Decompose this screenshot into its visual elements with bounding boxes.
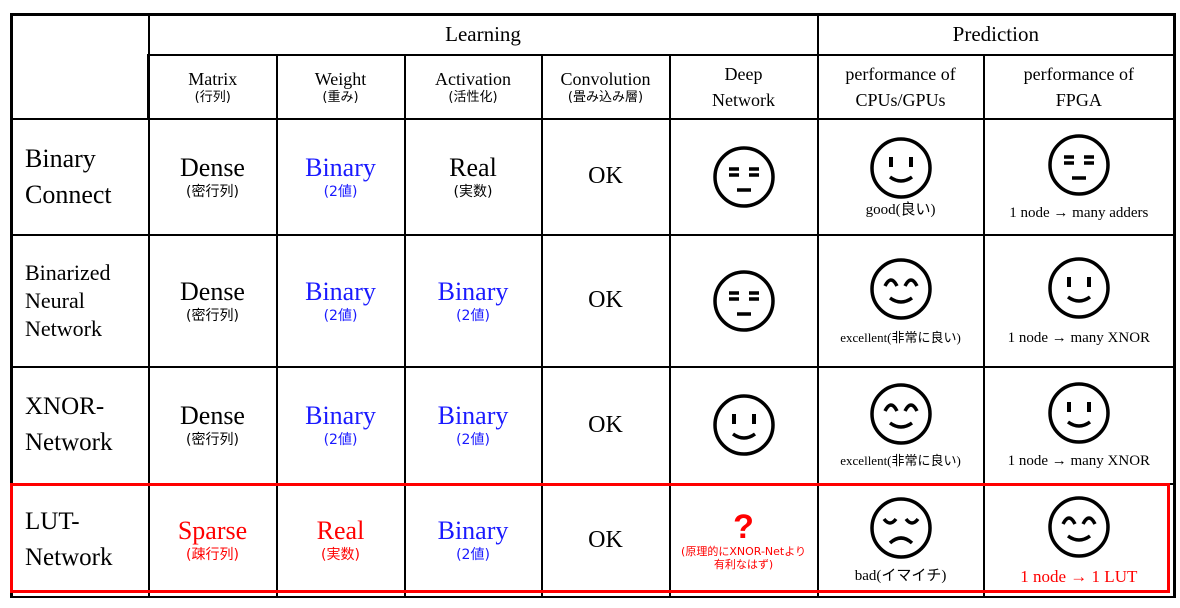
- smile-face-icon: [1048, 256, 1110, 319]
- col-header-matrix: Matrix (行列): [147, 53, 278, 120]
- cell-convolution: OK: [540, 233, 671, 368]
- table-row: Binary Connect Dense (密行列) Binary (2値) Real…: [10, 117, 1177, 236]
- cell-cpu-gpu: good(良い): [816, 117, 985, 236]
- cell-fpga: 1 node → many XNOR: [982, 233, 1177, 368]
- col-header-weight: Weight (重み): [275, 53, 406, 120]
- cell-cpu-gpu: excellent(非常に良い): [816, 365, 985, 485]
- cell-fpga: 1 node → many XNOR: [982, 365, 1177, 485]
- cell-matrix: Sparse (疎行列): [147, 482, 278, 598]
- col-header-convolution: Convolution (畳み込み層): [540, 53, 671, 120]
- cell-activation: Binary (2値): [403, 233, 543, 368]
- corner-cell: [10, 13, 150, 120]
- cell-matrix: Dense (密行列): [147, 117, 278, 236]
- cell-deep-network: [668, 233, 819, 368]
- cell-deep-network: [668, 365, 819, 485]
- happy-face-icon: [869, 257, 932, 320]
- col-header-deep-network: Deep Network: [668, 53, 819, 120]
- cell-convolution: OK: [540, 482, 671, 598]
- col-header-activation: Activation (活性化): [403, 53, 543, 120]
- cell-matrix: Dense (密行列): [147, 365, 278, 485]
- row-name-binary-connect: Binary Connect: [10, 117, 150, 236]
- cell-matrix: Dense (密行列): [147, 233, 278, 368]
- cell-weight: Binary (2値): [275, 233, 406, 368]
- cell-deep-network: [668, 117, 819, 236]
- table-row: XNOR- Network Dense (密行列) Binary (2値) Binar…: [10, 365, 1177, 485]
- cell-convolution: OK: [540, 117, 671, 236]
- cell-cpu-gpu: excellent(非常に良い): [816, 233, 985, 368]
- smile-face-icon: [1048, 382, 1110, 444]
- cell-activation: Binary (2値): [403, 365, 543, 485]
- happy-face-icon: [869, 383, 932, 445]
- question-mark: ?: [733, 508, 754, 546]
- row-name-xnor-network: XNOR- Network: [10, 365, 150, 485]
- sad-face-icon: [869, 497, 932, 559]
- row-name-binarized-neural-network: Binarized Neural Network: [10, 233, 150, 368]
- smile-face-icon: [712, 394, 775, 456]
- cell-fpga: 1 node → many adders: [982, 117, 1177, 236]
- happy-face-icon: [1048, 496, 1110, 558]
- cell-activation: Real (実数): [403, 117, 543, 236]
- cell-activation: Binary (2値): [403, 482, 543, 598]
- col-header-cpu-gpu: performance of CPUs/GPUs: [816, 53, 985, 120]
- cell-deep-network: ? (原理的にXNOR-Netより 有利なはず): [668, 482, 819, 598]
- table-row: Binarized Neural Network Dense (密行列) Binary…: [10, 233, 1177, 368]
- cell-weight: Binary (2値): [275, 117, 406, 236]
- neutral-face-icon: [1048, 133, 1110, 196]
- table-row: LUT- Network Sparse (疎行列) Real (実数) Binary(…: [10, 482, 1177, 598]
- neutral-face-icon: [712, 145, 775, 208]
- smile-face-icon: [869, 136, 932, 199]
- col-header-fpga: performance of FPGA: [982, 53, 1177, 120]
- cell-weight: Binary (2値): [275, 365, 406, 485]
- cell-fpga: 1 node → 1 LUT: [982, 482, 1177, 598]
- neutral-face-icon: [712, 269, 775, 332]
- comparison-table: Learning Prediction Matrix (行列) Weight (重み…: [10, 13, 1177, 598]
- cell-cpu-gpu: bad(イマイチ): [816, 482, 985, 598]
- row-name-lut-network: LUT- Network: [10, 482, 150, 598]
- group-header-prediction: Prediction: [816, 13, 1177, 56]
- cell-weight: Real (実数): [275, 482, 406, 598]
- group-header-learning: Learning: [147, 13, 819, 56]
- cell-convolution: OK: [540, 365, 671, 485]
